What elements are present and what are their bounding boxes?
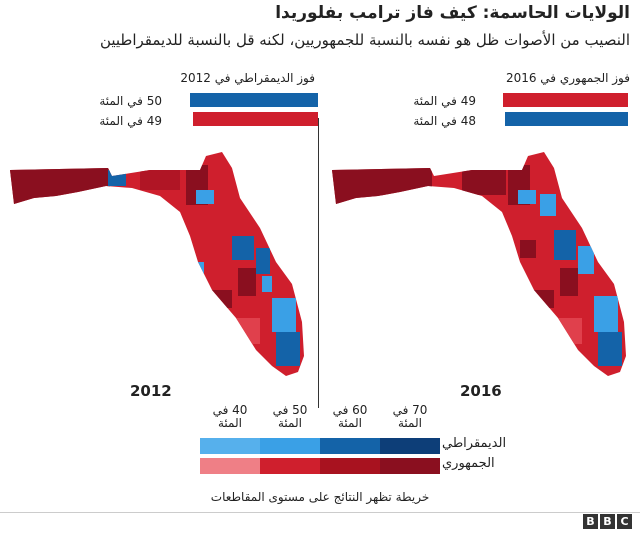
bar-2016-rep-label: 49 في المئة [413,94,476,108]
legend-swatch [200,438,260,454]
legend-swatch [200,458,260,474]
logo-letter: B [600,514,615,529]
bar-2012-rep [192,112,318,126]
legend-tick-60: 60 في المئة [332,403,368,430]
footer-rule [0,512,640,513]
legend-swatch [320,458,380,474]
logo-letter: C [617,514,632,529]
bar-2012-dem-label: 50 في المئة [99,94,162,108]
bar-2012-rep-label: 49 في المئة [99,114,162,128]
map-2012 [10,152,304,376]
maps-svg [10,152,626,376]
legend-tick-70: 70 في المئة [392,403,428,430]
logo-letter: B [583,514,598,529]
legend-swatch [380,438,440,454]
panel-divider [318,118,319,408]
panel-2012-title: فوز الديمقراطي في 2012 [180,71,315,85]
chart-subtitle: النصيب من الأصوات ظل هو نفسه بالنسبة للج… [99,31,630,49]
bbc-logo: B B C [583,514,632,529]
bar-2016-rep [502,93,628,107]
map-note: خريطة تظهر النتائج على مستوى المقاطعات [210,490,430,504]
legend-rep-label: الجمهوري [442,456,495,471]
legend-tick-50: 50 في المئة [272,403,308,430]
bar-2012-dem [190,93,318,107]
map-2016-caption: 2016 [460,382,502,400]
legend-swatch [380,458,440,474]
bar-2016-dem [505,112,628,126]
legend-dem-label: الديمقراطي [442,436,507,451]
map-2012-caption: 2012 [130,382,172,400]
legend-swatch [260,458,320,474]
map-2016 [332,152,626,376]
bar-2016-dem-label: 48 في المئة [413,114,476,128]
legend-swatch [260,438,320,454]
legend-swatch [320,438,380,454]
panel-2016-title: فوز الجمهوري في 2016 [505,71,630,85]
legend-tick-40: 40 في المئة [212,403,248,430]
chart-title: الولايات الحاسمة: كيف فاز ترامب بفلوريدا [275,3,630,23]
